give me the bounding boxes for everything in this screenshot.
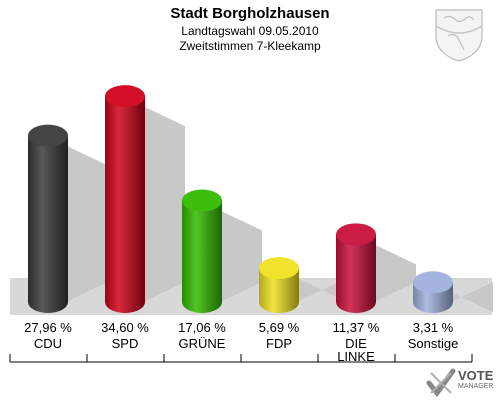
category-label: Sonstige bbox=[407, 336, 459, 351]
vote-check-icon bbox=[426, 368, 456, 398]
bar-shadow bbox=[297, 278, 339, 302]
bar-top bbox=[259, 257, 299, 280]
data-label: 27,96 % bbox=[24, 320, 72, 335]
data-label: 11,37 % bbox=[332, 320, 380, 335]
chart-subtitle-2: Zweitstimmen 7-Kleekamp bbox=[179, 39, 321, 53]
data-label: 3,31 % bbox=[412, 320, 454, 335]
logo-subtext: MANAGER bbox=[458, 383, 494, 390]
bar-shadow bbox=[66, 145, 108, 302]
category-label: CDU bbox=[33, 336, 63, 351]
coat-of-arms-icon bbox=[435, 9, 483, 62]
bar-top bbox=[413, 271, 453, 294]
bar-shadow bbox=[451, 282, 493, 313]
bar-spd bbox=[105, 96, 145, 313]
data-label: 5,69 % bbox=[258, 320, 300, 335]
category-label: DIE LINKE bbox=[337, 336, 375, 364]
bar-grüne bbox=[182, 200, 222, 313]
data-label: 17,06 % bbox=[178, 320, 226, 335]
bar-top bbox=[28, 124, 68, 147]
category-label: SPD bbox=[111, 336, 139, 351]
bar-die-linke bbox=[336, 234, 376, 313]
bar-top bbox=[336, 223, 376, 246]
bar-fdp bbox=[259, 268, 299, 313]
vote-manager-logo: VOTE MANAGER bbox=[425, 366, 500, 400]
data-label: 34,60 % bbox=[101, 320, 149, 335]
chart-subtitle: Landtagswahl 09.05.2010 bbox=[181, 24, 319, 38]
bar-shadow bbox=[220, 210, 262, 302]
bar-shadow bbox=[143, 106, 185, 302]
bar-top bbox=[182, 189, 222, 212]
category-label: FDP bbox=[266, 336, 292, 351]
chart-title: Stadt Borgholzhausen bbox=[170, 5, 330, 22]
bar-cdu bbox=[28, 135, 68, 313]
category-axis bbox=[9, 354, 473, 363]
bar-top bbox=[105, 85, 145, 108]
bar-shadow bbox=[374, 244, 416, 302]
category-label: GRÜNE bbox=[178, 336, 226, 351]
logo-text: VOTE bbox=[458, 368, 494, 383]
